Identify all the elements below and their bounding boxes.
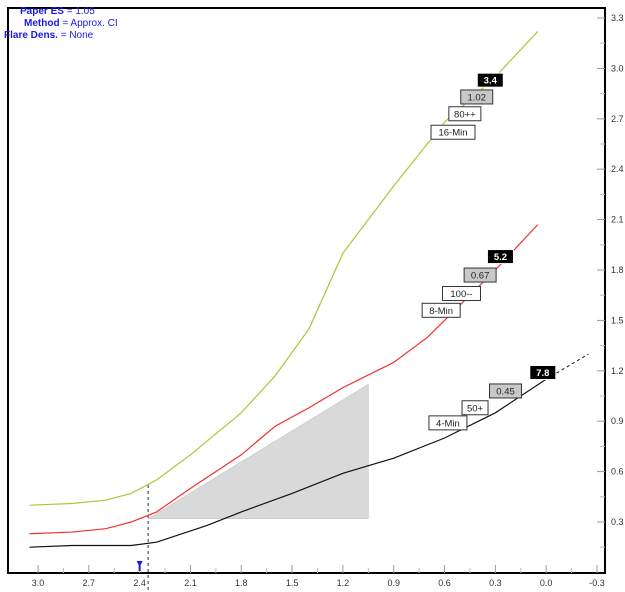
info-label: Method — [24, 18, 60, 29]
info-value: None — [69, 30, 94, 41]
y-tick-label: 3.0 — [611, 63, 624, 73]
x-tick-label: 0.0 — [540, 578, 553, 588]
info-flare-dens: Flare Dens. = None — [4, 30, 94, 41]
y-tick-label: 1.2 — [611, 366, 624, 376]
info-paper-es: Paper ES = 1.05 — [20, 6, 95, 17]
data-label-box — [486, 249, 514, 265]
x-tick-label: 0.9 — [387, 578, 400, 588]
y-tick-label: 0.3 — [611, 517, 624, 527]
info-method: Method = Approx. CI — [24, 18, 118, 29]
y-tick-label: 0.9 — [611, 416, 624, 426]
data-label-text: 3.4 — [484, 76, 498, 87]
data-label-text: 0.67 — [471, 271, 490, 282]
data-label: 1.02 — [460, 89, 494, 105]
data-label-box — [529, 364, 557, 380]
data-label-text: 80++ — [454, 109, 476, 120]
y-tick-label: 2.4 — [611, 164, 624, 174]
data-label-text: 50+ — [467, 403, 484, 414]
info-value: Approx. CI — [70, 18, 118, 29]
data-label-text: 1.02 — [467, 92, 486, 103]
y-tick-label: 1.8 — [611, 265, 624, 275]
x-tick-label: 2.4 — [133, 578, 146, 588]
x-tick-label: 1.2 — [337, 578, 350, 588]
x-tick-label: -0.3 — [589, 578, 605, 588]
data-label: 16-Min — [430, 124, 476, 140]
data-label-box — [421, 302, 461, 318]
data-label-text: 8-Min — [429, 306, 453, 317]
series-line-4-min — [29, 378, 547, 548]
marker-icon[interactable] — [136, 561, 143, 571]
x-tick-label: 0.6 — [438, 578, 451, 588]
data-label: 5.2 — [486, 249, 514, 265]
data-label-box — [428, 415, 468, 431]
data-label-box — [430, 124, 476, 140]
data-label: 4-Min — [428, 415, 468, 431]
data-label-text: 4-Min — [436, 418, 460, 429]
x-tick-label: 3.0 — [32, 578, 45, 588]
data-label-box — [460, 89, 494, 105]
data-label-text: 100-- — [450, 289, 472, 300]
data-label: 7.8 — [529, 364, 557, 380]
x-tick-label: 2.1 — [184, 578, 197, 588]
x-tick-label: 1.5 — [286, 578, 299, 588]
info-panel: Paper ES = 1.05 Method = Approx. CI Flar… — [4, 6, 118, 42]
info-label: Flare Dens. — [4, 30, 58, 41]
data-label: 8-Min — [421, 302, 461, 318]
data-label-box — [448, 106, 482, 122]
data-label-box — [476, 72, 504, 88]
y-tick-label: 2.1 — [611, 215, 624, 225]
data-label: 3.4 — [476, 72, 504, 88]
data-label: 0.45 — [489, 383, 523, 399]
x-tick-label: 0.3 — [489, 578, 502, 588]
x-tick-label: 2.7 — [83, 578, 96, 588]
data-label: 80++ — [448, 106, 482, 122]
data-label: 50+ — [461, 400, 489, 416]
data-label: 100-- — [441, 286, 481, 302]
data-label-text: 5.2 — [494, 252, 507, 263]
info-value: 1.05 — [75, 6, 95, 17]
y-tick-label: 2.7 — [611, 114, 624, 124]
y-tick-label: 3.3 — [611, 13, 624, 23]
data-label-box — [489, 383, 523, 399]
x-tick-label: 1.8 — [235, 578, 248, 588]
data-label-text: 7.8 — [536, 368, 549, 379]
data-label-text: 16-Min — [438, 128, 467, 139]
info-label: Paper ES — [20, 6, 64, 17]
y-tick-label: 0.6 — [611, 467, 624, 477]
data-label-box — [441, 286, 481, 302]
data-label-box — [461, 400, 489, 416]
data-label-text: 0.45 — [496, 386, 515, 397]
data-label: 0.67 — [463, 267, 497, 283]
y-tick-label: 1.5 — [611, 315, 624, 325]
data-label-box — [463, 267, 497, 283]
